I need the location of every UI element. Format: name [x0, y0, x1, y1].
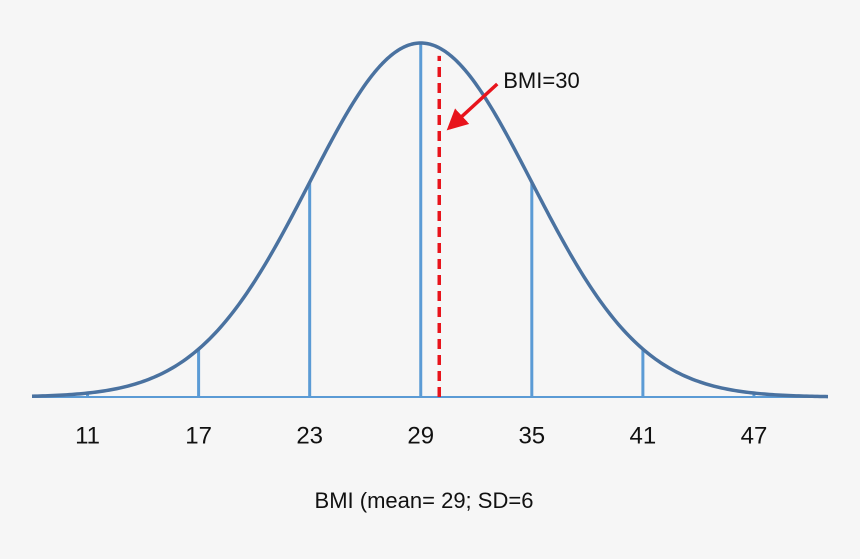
- density-curve: [31, 41, 829, 399]
- x-tick-label: 17: [185, 422, 212, 449]
- x-tick-label: 11: [75, 422, 100, 449]
- x-tick-label: 29: [407, 422, 434, 449]
- annotation-arrow: [446, 82, 499, 131]
- x-tick-label: 41: [630, 422, 657, 449]
- x-tick-label: 35: [518, 422, 545, 449]
- x-tick-label: 23: [296, 422, 323, 449]
- x-tick-label: 47: [741, 422, 768, 449]
- annotation-label: BMI=30: [503, 68, 579, 93]
- x-axis-label: BMI (mean= 29; SD=6: [315, 488, 534, 513]
